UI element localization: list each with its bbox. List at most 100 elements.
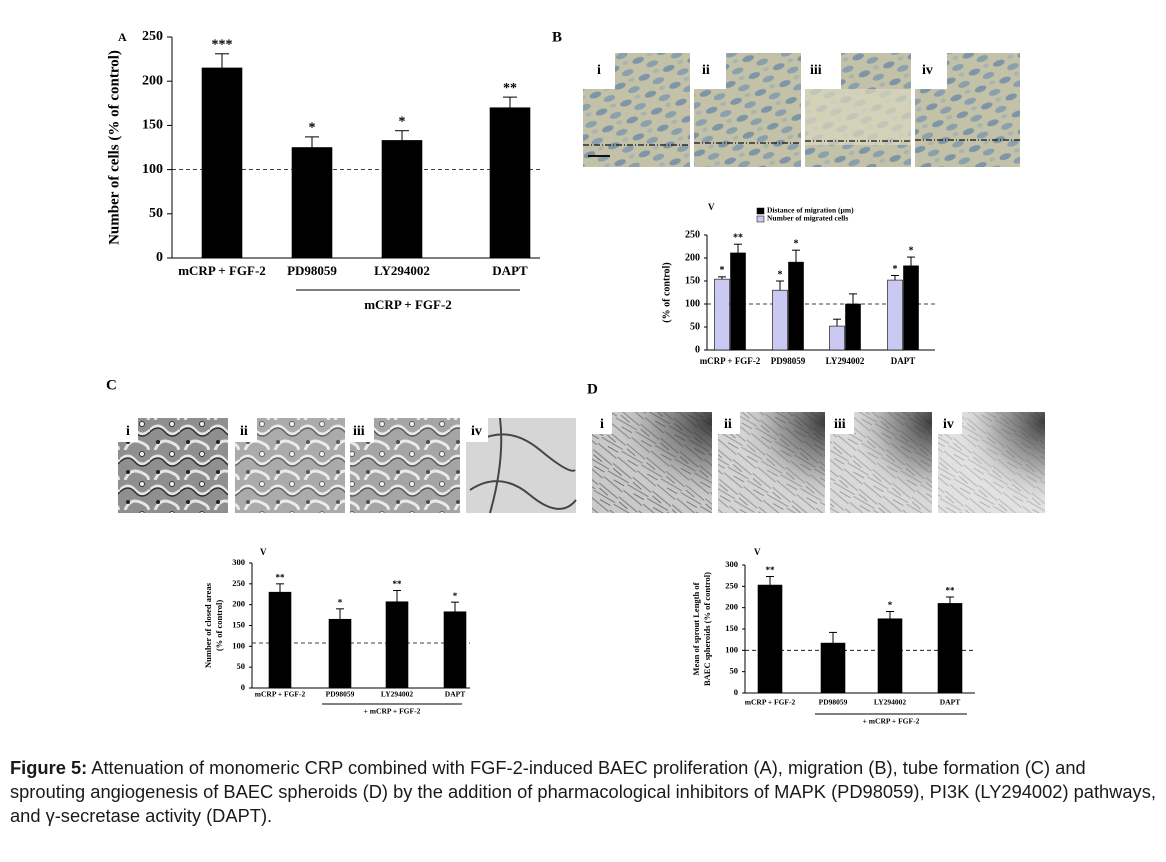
tube-outline [469, 417, 577, 514]
label-notch [592, 412, 612, 434]
micrograph-label: iii [810, 63, 822, 78]
label-notch [118, 418, 138, 442]
panel-letter: D [587, 381, 598, 397]
y-tick-label: 200 [685, 252, 700, 263]
y-tick-label: 150 [685, 275, 700, 286]
y-tick-label: 300 [725, 559, 738, 569]
micrograph-label: iii [834, 417, 846, 432]
y-tick-label: 0 [734, 687, 738, 697]
figure: A B C D i ii iii iv i ii iii [106, 29, 1045, 726]
subpanel-label: V [260, 547, 267, 557]
x-tick-label: DAPT [891, 356, 916, 366]
label-notch [718, 412, 740, 434]
significance-label: * [399, 115, 406, 130]
y-tick-label: 150 [725, 623, 738, 633]
x-tick-label: PD98059 [771, 356, 806, 366]
label-notch [830, 412, 854, 434]
bar [381, 140, 423, 259]
y-axis-label: BAEC spheroids (% of control) [702, 572, 712, 686]
significance-label: ** [946, 586, 956, 596]
significance-label: ** [393, 579, 403, 589]
panel-letter: C [106, 377, 117, 393]
subpanel-label: V [754, 547, 761, 557]
micrograph-label: ii [724, 417, 732, 432]
micrograph-label: ii [240, 424, 248, 439]
significance-label: * [309, 121, 316, 136]
bar [714, 278, 730, 351]
y-tick-label: 150 [142, 118, 163, 133]
significance-label: ** [276, 572, 286, 582]
significance-label: ** [733, 232, 743, 243]
significance-label: * [893, 264, 898, 275]
significance-label: * [720, 265, 725, 276]
legend-swatch [756, 215, 765, 223]
y-tick-label: 100 [232, 640, 245, 650]
y-tick-label: 250 [232, 578, 245, 588]
caption-label: Figure 5: [10, 757, 88, 778]
bar [788, 261, 804, 351]
y-tick-label: 50 [237, 661, 246, 671]
bar [887, 279, 903, 351]
x-tick-label: LY294002 [374, 263, 430, 278]
significance-label: ** [766, 565, 776, 575]
micrograph-label: iv [471, 424, 482, 439]
significance-label: * [778, 269, 783, 280]
significance-label: * [453, 591, 458, 601]
bar [328, 618, 352, 689]
x-tick-label: DAPT [445, 690, 465, 699]
y-axis-label: Number of closed areas [203, 582, 213, 668]
y-tick-label: 100 [142, 162, 163, 177]
x-tick-label: PD98059 [819, 698, 848, 707]
y-tick-label: 0 [241, 682, 245, 692]
x-tick-label: LY294002 [826, 356, 865, 366]
x-tick-label: mCRP + FGF-2 [255, 690, 306, 699]
significance-label: * [794, 238, 799, 249]
group-label: + mCRP + FGF-2 [863, 717, 920, 726]
bar [772, 289, 788, 351]
subpanel-label: V [708, 202, 715, 212]
y-tick-label: 300 [232, 557, 245, 567]
significance-label: * [338, 597, 343, 607]
bar [757, 584, 783, 694]
label-notch [938, 412, 962, 434]
significance-label: * [888, 600, 893, 610]
label-notch [805, 53, 841, 89]
bar [937, 603, 963, 694]
legend-label: Distance of migration (µm) [767, 206, 854, 215]
y-axis-label: Number of cells (% of control) [106, 50, 122, 245]
y-tick-label: 250 [725, 580, 738, 590]
bar [845, 303, 861, 351]
y-tick-label: 200 [232, 599, 245, 609]
y-tick-label: 50 [730, 666, 739, 676]
y-tick-label: 50 [690, 321, 700, 332]
bar [268, 591, 292, 689]
legend-swatch [756, 207, 765, 215]
micrograph-row-c: i ii iii iv [118, 417, 577, 514]
y-tick-label: 100 [725, 644, 738, 654]
label-notch [915, 53, 947, 89]
micrograph-label: i [600, 417, 604, 432]
x-tick-label: DAPT [940, 698, 960, 707]
bar [829, 325, 845, 351]
significance-label: * [909, 245, 914, 256]
bar [730, 252, 746, 351]
caption: Figure 5: Attenuation of monomeric CRP c… [10, 756, 1156, 828]
micrograph-label: iii [353, 424, 365, 439]
panel-letter: A [118, 30, 127, 44]
bar [820, 642, 846, 694]
y-axis-label: (% of control) [214, 600, 224, 651]
bar [489, 107, 531, 259]
significance-label: ** [503, 81, 517, 96]
x-tick-label: LY294002 [874, 698, 906, 707]
x-tick-label: mCRP + FGF-2 [700, 356, 761, 366]
significance-label: *** [212, 38, 233, 53]
bar [291, 147, 333, 259]
bar [877, 618, 903, 694]
y-tick-label: 100 [685, 298, 700, 309]
x-tick-label: PD98059 [287, 263, 337, 278]
y-tick-label: 50 [149, 206, 163, 221]
y-tick-label: 250 [142, 29, 163, 44]
y-tick-label: 0 [156, 250, 163, 265]
y-tick-label: 150 [232, 619, 245, 629]
